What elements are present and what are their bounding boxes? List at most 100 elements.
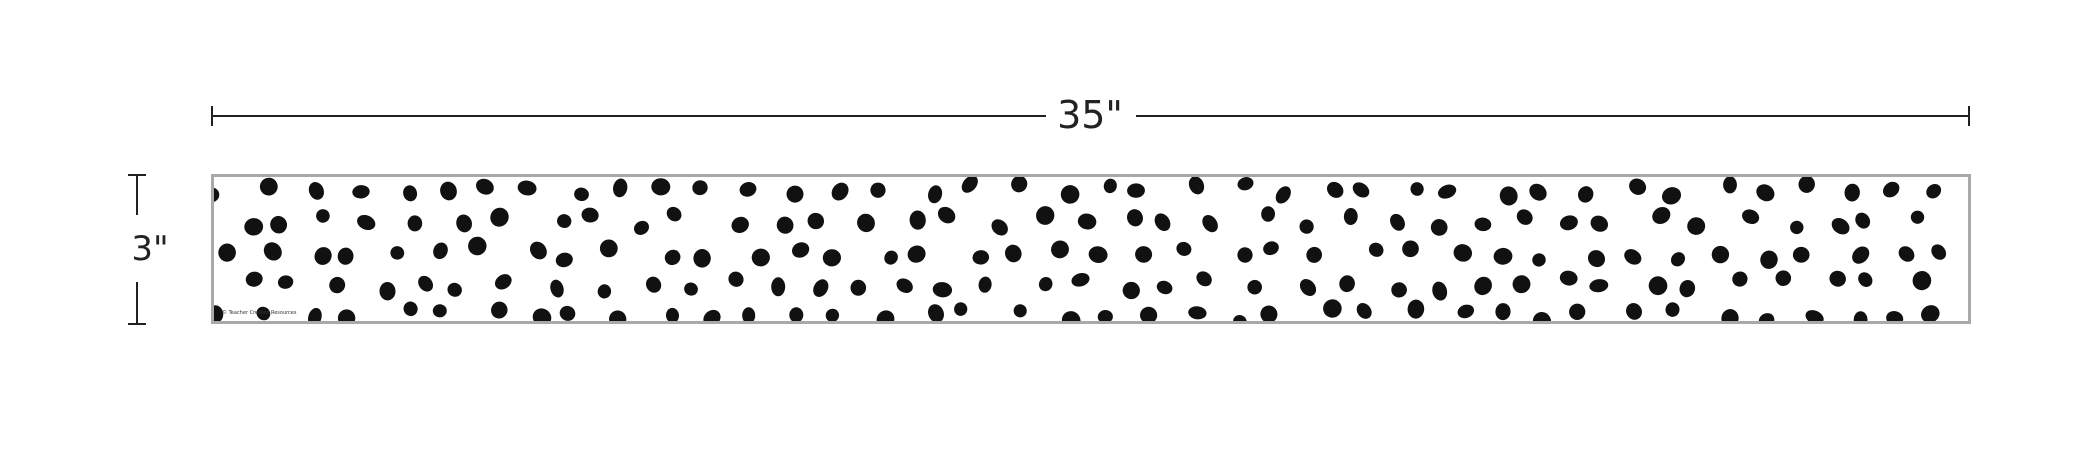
polka-dot xyxy=(693,249,711,268)
polka-dot xyxy=(789,307,804,321)
polka-dot xyxy=(1910,210,1925,224)
polka-dot xyxy=(1457,304,1475,319)
polka-dot xyxy=(1474,276,1492,296)
polka-dot xyxy=(692,180,708,196)
polka-dot xyxy=(1343,208,1358,225)
polka-dot xyxy=(1886,311,1904,321)
polka-dot xyxy=(1263,241,1279,256)
polka-dot xyxy=(214,187,220,203)
polka-dot xyxy=(1013,304,1027,318)
polka-dot xyxy=(825,308,840,321)
polka-dot xyxy=(1088,246,1108,263)
polka-dot xyxy=(1390,213,1405,231)
polka-dot xyxy=(1051,240,1069,259)
polka-dot xyxy=(1410,182,1424,196)
polka-dot xyxy=(1247,279,1262,295)
polka-dot xyxy=(954,302,968,316)
polka-dot xyxy=(857,213,875,233)
polka-dot xyxy=(928,304,944,321)
polka-dot xyxy=(731,216,749,234)
polka-dot xyxy=(1135,246,1153,263)
polka-dot xyxy=(1202,215,1218,233)
polka-dot xyxy=(1122,281,1140,300)
polka-dot xyxy=(1670,252,1686,267)
polka-dot xyxy=(529,241,547,260)
width-dimension-line-right xyxy=(1136,115,1969,117)
height-dimension-line-bottom xyxy=(136,282,138,324)
polka-dot xyxy=(1516,209,1533,225)
polka-dot xyxy=(1299,279,1317,296)
polka-dot xyxy=(1196,271,1212,287)
polka-dot xyxy=(316,209,330,223)
polka-dot xyxy=(329,276,346,294)
polka-dot xyxy=(1233,314,1247,321)
polka-dot xyxy=(1624,249,1642,265)
polka-dot xyxy=(907,245,926,263)
polka-dot xyxy=(490,207,509,227)
polka-dot xyxy=(308,182,325,200)
polka-dot xyxy=(1356,303,1372,319)
polka-dot xyxy=(1723,177,1737,194)
polka-dot xyxy=(870,182,886,198)
polka-dot xyxy=(1339,275,1355,293)
polka-dot xyxy=(609,310,627,321)
polka-dot xyxy=(245,271,263,287)
polka-dot xyxy=(1590,215,1609,232)
polka-dot xyxy=(1275,186,1291,204)
polka-dot xyxy=(742,307,756,321)
polka-dot xyxy=(1831,217,1850,235)
polka-dot xyxy=(390,246,405,260)
polka-dot xyxy=(703,309,721,321)
polka-dot xyxy=(634,220,649,235)
polka-dot xyxy=(1097,309,1113,321)
polka-dot xyxy=(728,271,744,287)
polka-dot xyxy=(928,185,943,204)
polka-dot xyxy=(1559,215,1578,231)
polka-dot xyxy=(1732,271,1748,287)
polka-dot xyxy=(1011,177,1028,193)
polka-dot xyxy=(972,250,990,265)
polka-dot xyxy=(379,282,396,301)
polka-dot xyxy=(813,279,829,297)
polka-dot xyxy=(1721,309,1739,321)
polka-dot xyxy=(1912,271,1932,291)
height-dimension-line-top xyxy=(136,175,138,215)
polka-dot xyxy=(1512,275,1531,294)
polka-dot xyxy=(1798,177,1815,193)
polka-dot xyxy=(259,177,278,196)
polka-dot xyxy=(447,282,462,297)
polka-dot xyxy=(771,277,786,297)
polka-dot xyxy=(1499,186,1518,206)
polka-dot xyxy=(1299,219,1314,234)
polka-dot xyxy=(792,242,810,258)
polka-dot xyxy=(1453,244,1473,262)
polka-dot xyxy=(1154,213,1171,232)
polka-dot xyxy=(256,306,271,321)
polka-dot xyxy=(1327,181,1344,198)
polka-dot xyxy=(1368,242,1384,257)
polka-dot xyxy=(599,239,618,258)
polka-dot xyxy=(1060,185,1080,204)
border-strip: © Teacher Created Resources xyxy=(211,174,1971,324)
polka-dot xyxy=(218,243,236,262)
polka-dot xyxy=(666,206,682,222)
polka-dot xyxy=(909,210,926,230)
polka-dot xyxy=(337,247,354,265)
polka-dot xyxy=(1140,306,1158,321)
polka-dot xyxy=(1790,220,1804,235)
polka-dot xyxy=(831,182,849,201)
polka-dot xyxy=(1532,311,1552,321)
polka-dot xyxy=(1661,187,1682,205)
polka-dot xyxy=(432,304,447,318)
polka-dot xyxy=(1261,206,1276,222)
polka-dot xyxy=(550,279,564,298)
polka-dot xyxy=(1005,244,1022,263)
polka-dot xyxy=(1407,299,1425,319)
polka-dot xyxy=(263,242,282,261)
polka-dot xyxy=(1758,313,1775,321)
polka-dot xyxy=(1852,246,1870,264)
polka-dot xyxy=(850,279,867,296)
polka-dot xyxy=(1237,247,1253,263)
polka-dot xyxy=(1898,246,1915,262)
polka-dot xyxy=(270,215,288,234)
